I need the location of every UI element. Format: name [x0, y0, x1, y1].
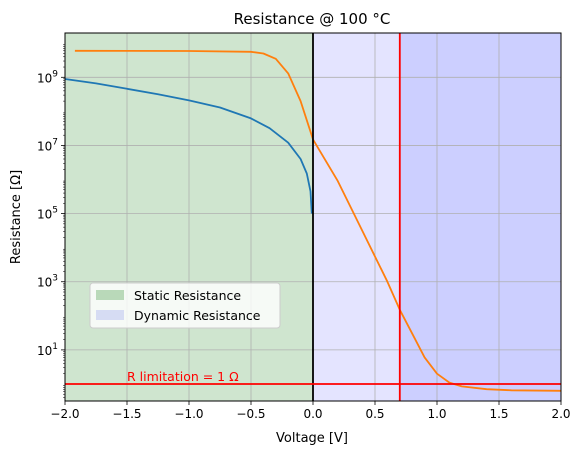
x-tick-label-1: −1.5 [112, 407, 141, 421]
reference-lines [65, 33, 561, 401]
y-axis-label: Resistance [Ω] [9, 170, 24, 264]
legend-label-1: Dynamic Resistance [134, 308, 261, 323]
x-tick-label-3: −0.5 [236, 407, 265, 421]
x-tick-label-2: −1.0 [174, 407, 203, 421]
y-tick-label-4: 109 [37, 69, 58, 85]
legend: Static Resistance Dynamic Resistance [89, 282, 281, 329]
legend-swatch-0 [96, 290, 124, 300]
x-tick-label-7: 1.5 [489, 407, 508, 421]
x-tick-label-4: 0.0 [303, 407, 322, 421]
legend-swatch-1 [96, 310, 124, 320]
series-line-0 [64, 78, 313, 214]
series-line-1 [74, 49, 562, 392]
x-tick-label-6: 1.0 [427, 407, 446, 421]
x-axis-label: Voltage [V] [276, 431, 348, 446]
y-tick-label-2: 105 [37, 206, 58, 222]
legend-box [89, 282, 281, 329]
x-tick-label-0: −2.0 [50, 407, 79, 421]
y-tick-label-1: 103 [37, 274, 58, 290]
x-tick-label-5: 0.5 [365, 407, 384, 421]
y-tick-label-0: 101 [37, 342, 58, 358]
r-limitation-annotation: R limitation = 1 Ω [127, 369, 239, 384]
y-tick-label-3: 107 [37, 137, 58, 153]
x-tick-label-8: 2.0 [551, 407, 570, 421]
chart-title: Resistance @ 100 °C [234, 10, 391, 28]
legend-label-0: Static Resistance [134, 288, 241, 303]
data-series [64, 49, 562, 392]
y-axis-ticks: 101 103 105 107 109 [37, 44, 65, 398]
x-axis-ticks: −2.0 −1.5 −1.0 −0.5 0.0 0.5 1.0 1.5 2.0 [50, 401, 571, 421]
region-band-2 [399, 33, 561, 401]
